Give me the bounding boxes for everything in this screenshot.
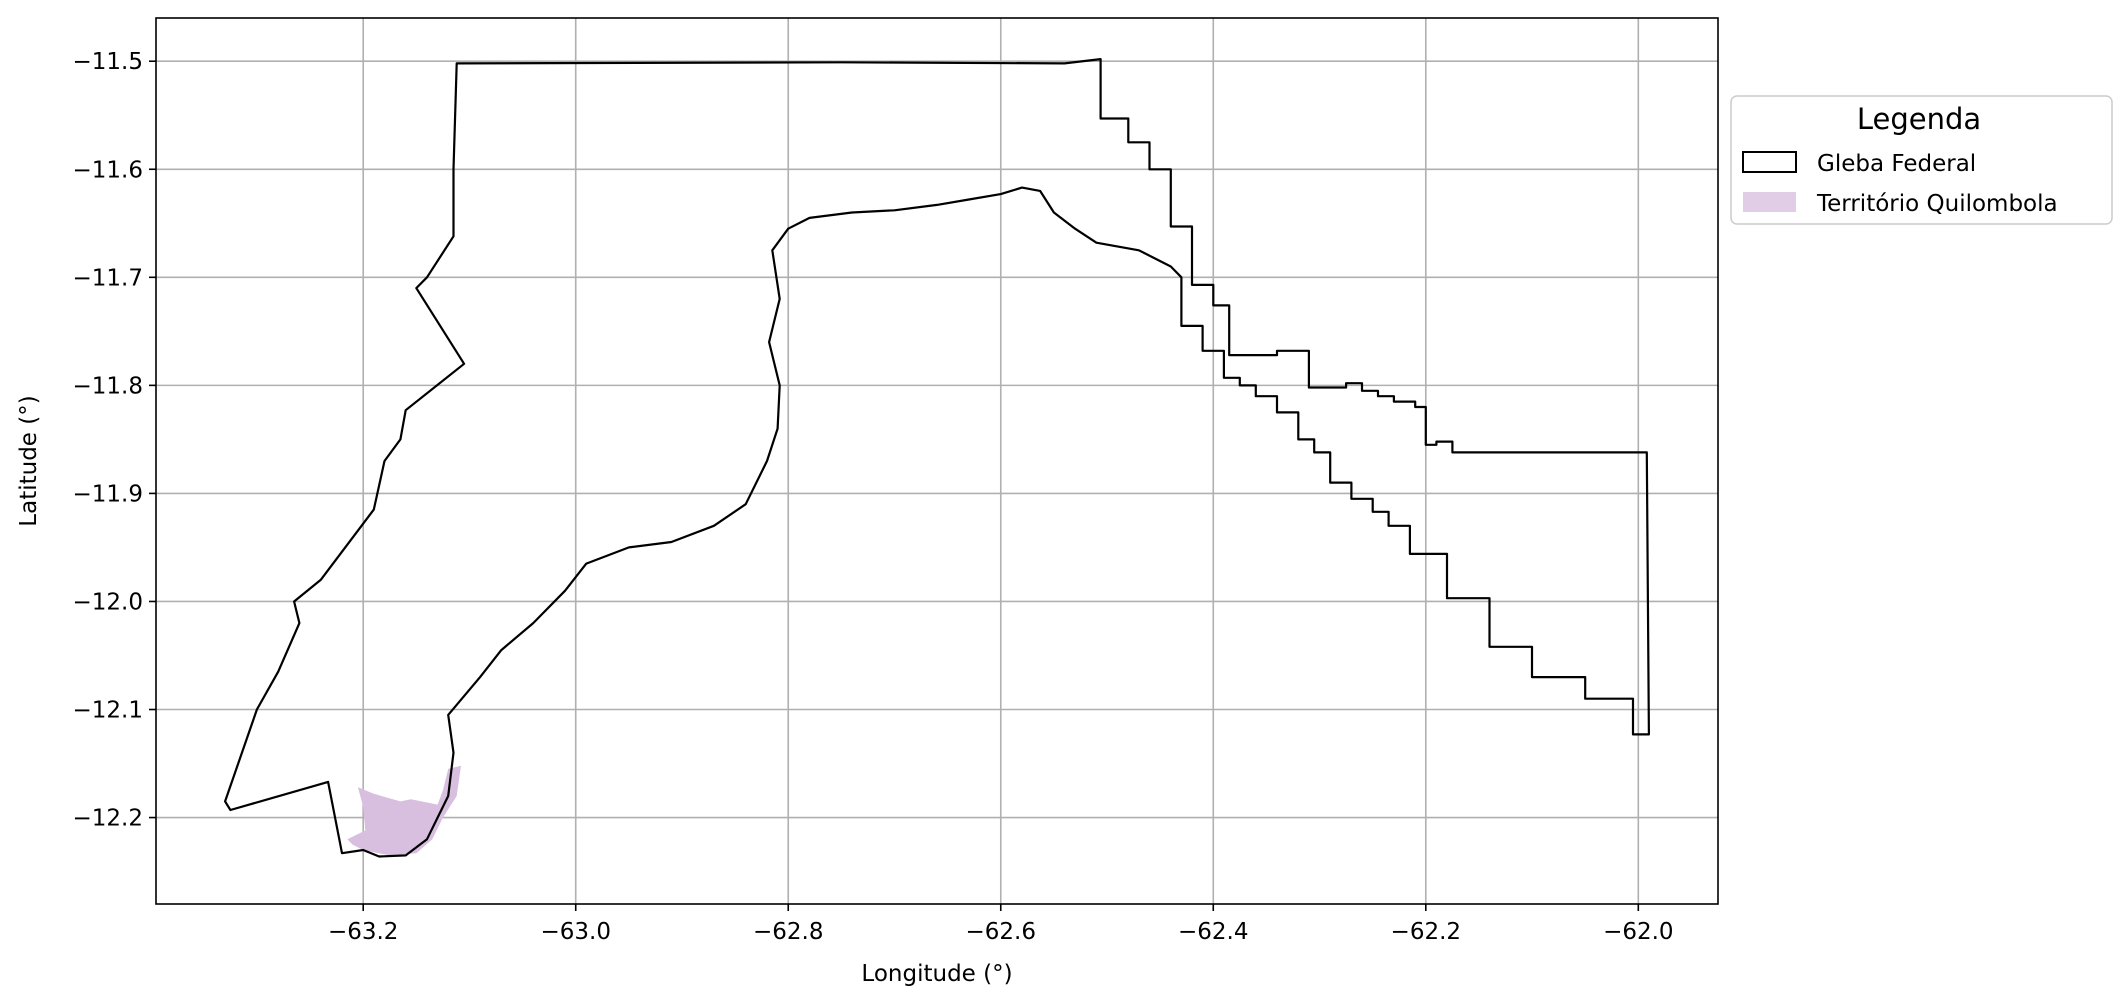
- x-tick-label: −62.4: [1178, 919, 1248, 945]
- y-tick-label: −11.7: [73, 265, 143, 291]
- grid-lines: [156, 18, 1718, 904]
- map-layers: [224, 58, 1650, 858]
- y-tick-label: −12.1: [73, 698, 143, 724]
- y-tick-label: −11.8: [73, 373, 143, 399]
- plot-frame: [155, 17, 1719, 905]
- legend-title: Legenda: [1857, 102, 1981, 136]
- x-tick-label: −62.8: [753, 919, 823, 945]
- y-tick-label: −12.0: [73, 589, 143, 615]
- territorio-quilombola-polygon: [347, 765, 461, 856]
- x-axis-label: Longitude (°): [861, 961, 1012, 987]
- axis-ticks: −63.2 −63.0 −62.8 −62.6 −62.4 −62.2 −62.0 −11.5…: [73, 49, 1674, 945]
- y-tick-label: −11.9: [73, 481, 143, 507]
- x-tick-label: −63.2: [328, 919, 398, 945]
- legend-label-territorio-quilombola: Território Quilombola: [1816, 191, 2058, 217]
- y-tick-label: −11.6: [73, 157, 143, 183]
- x-tick-label: −62.0: [1603, 919, 1673, 945]
- x-tick-label: −62.6: [966, 919, 1036, 945]
- legend-swatch-gleba-federal: [1742, 151, 1797, 173]
- y-tick-label: −11.5: [73, 49, 143, 75]
- x-tick-label: −63.0: [540, 919, 610, 945]
- legend-box: [1730, 95, 2113, 225]
- legend-swatch-territorio-quilombola: [1743, 192, 1796, 212]
- legend-label-gleba-federal: Gleba Federal: [1817, 151, 1976, 177]
- x-tick-label: −62.2: [1391, 919, 1461, 945]
- y-axis-label: Latitude (°): [16, 395, 42, 526]
- gleba-federal-polygon: [224, 58, 1650, 858]
- y-tick-label: −12.2: [73, 806, 143, 832]
- legend: Legenda Gleba Federal Território Quilomb…: [1730, 95, 2113, 225]
